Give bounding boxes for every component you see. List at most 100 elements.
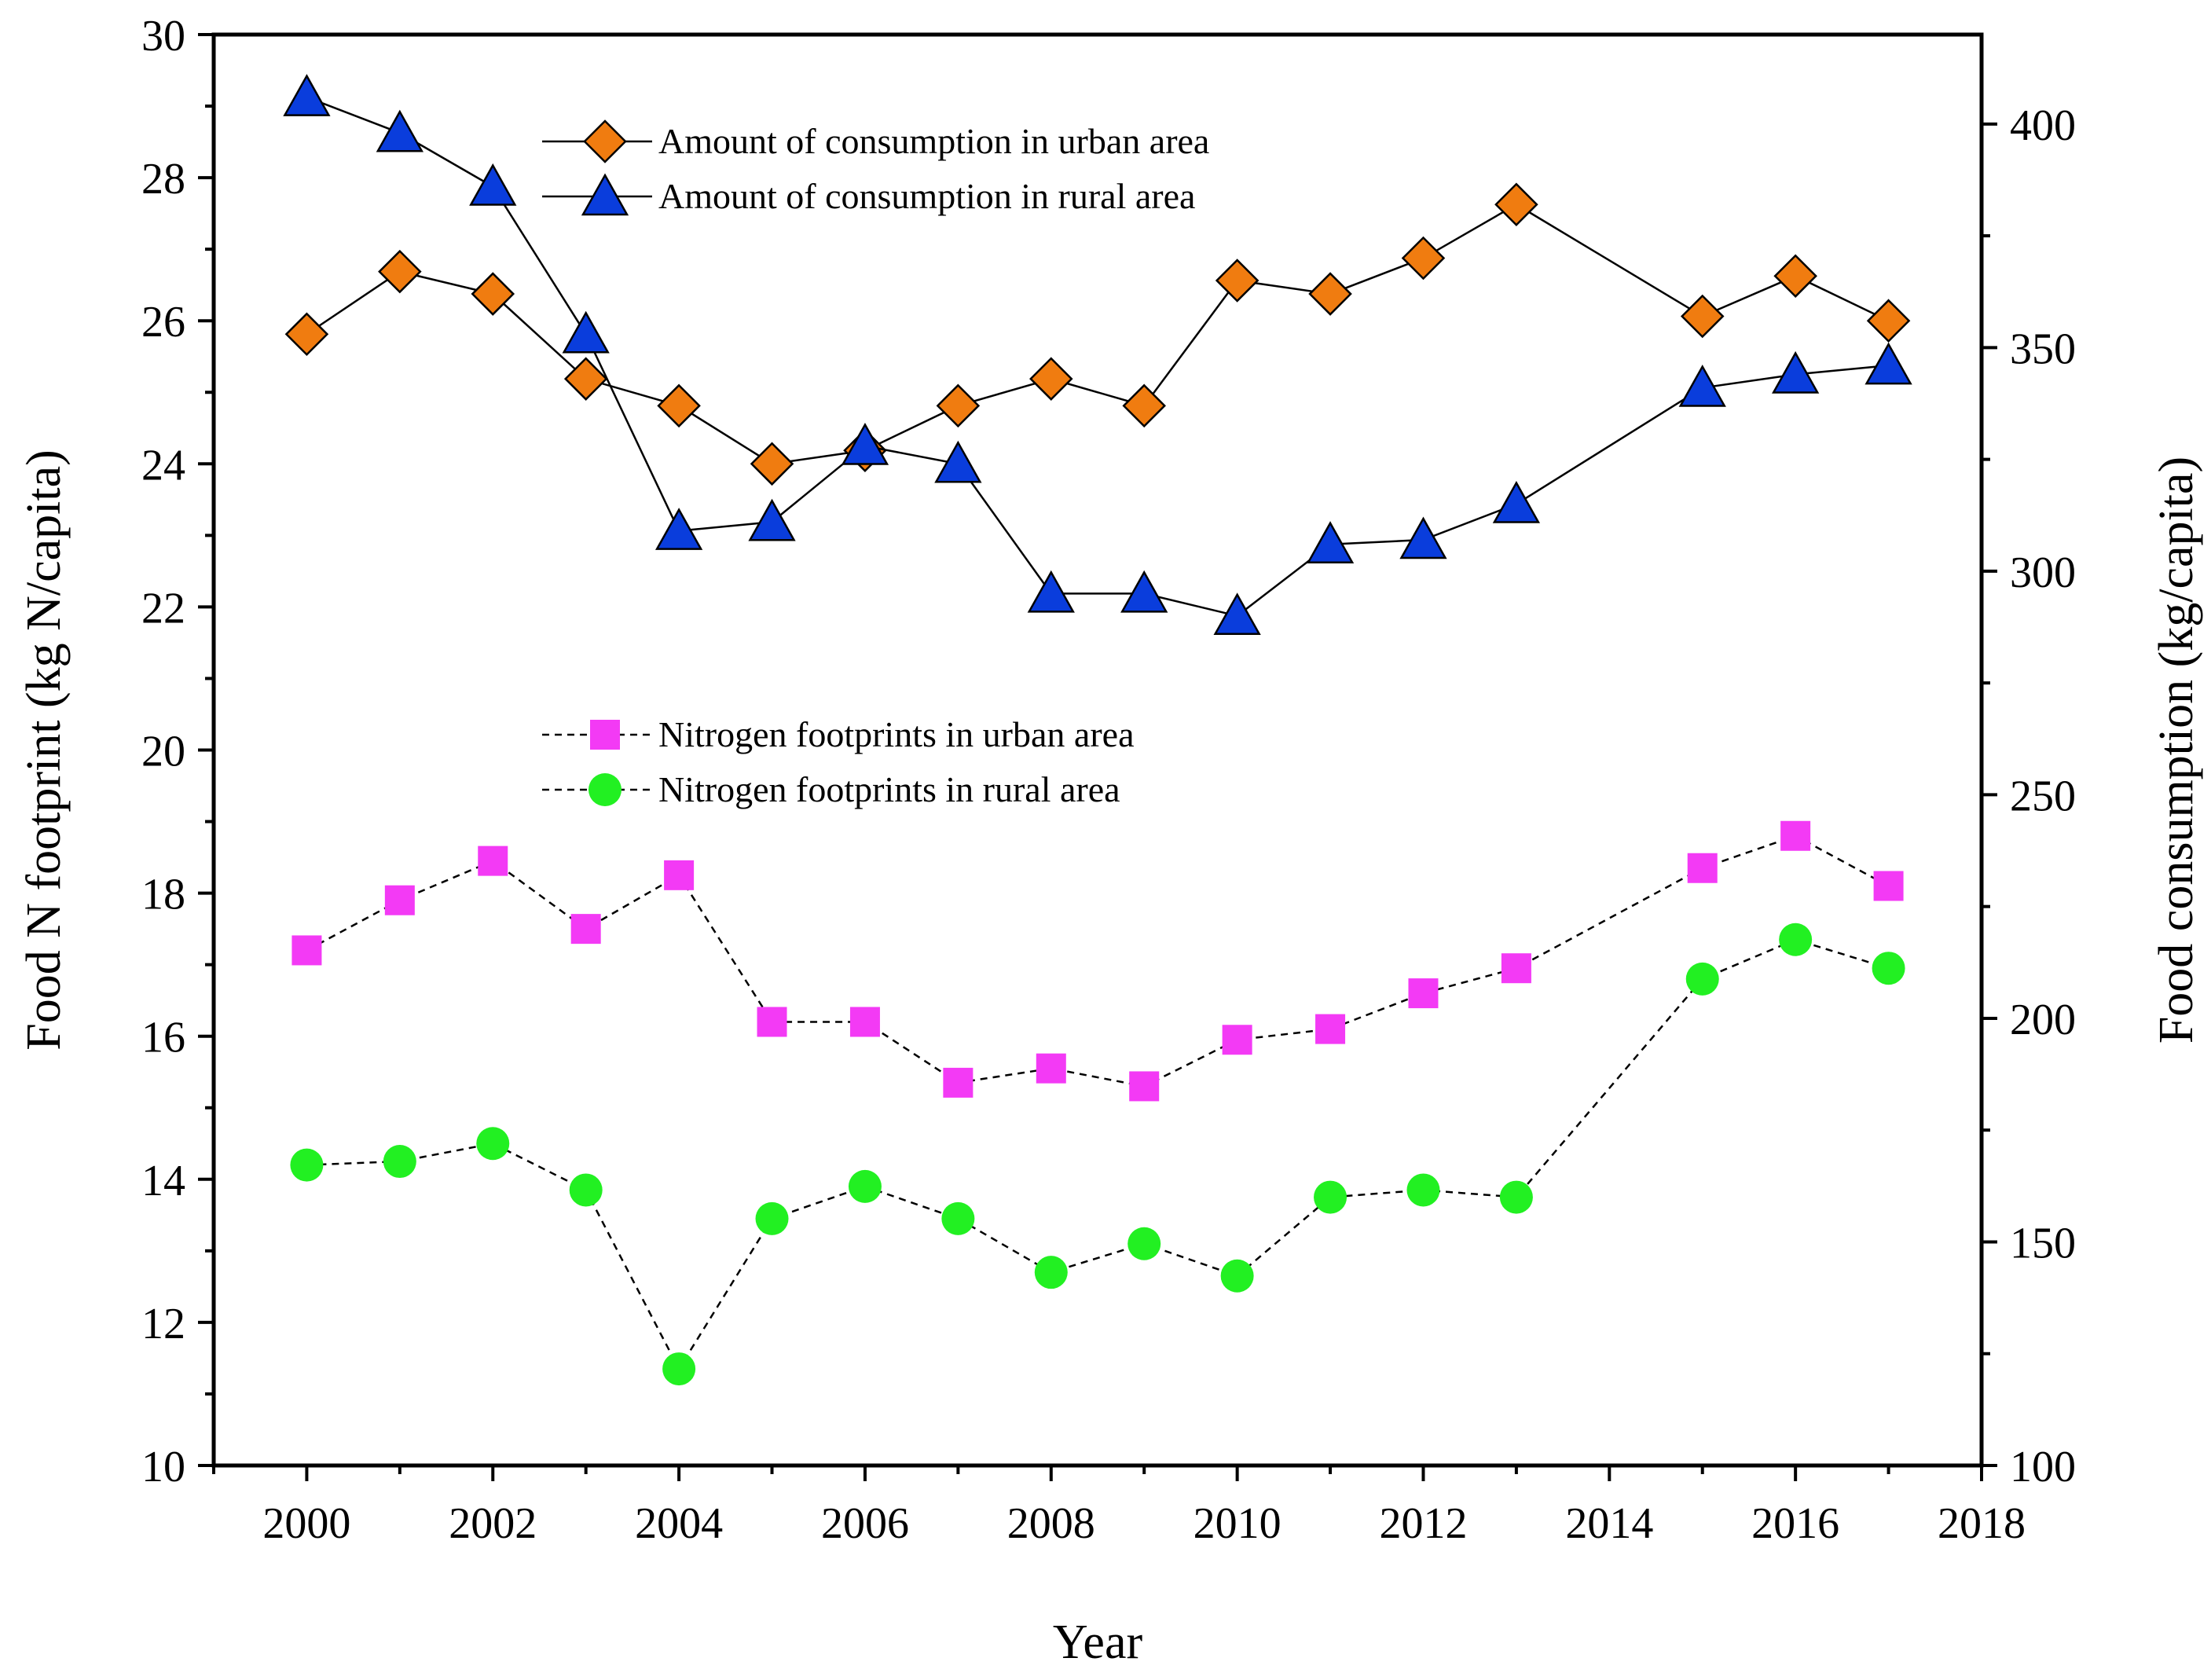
x-tick-label: 2018 [1938,1499,2026,1548]
data-point [941,1201,975,1235]
data-point [1779,923,1813,956]
legend-label: Amount of consumption in rural area [658,176,1195,216]
y-right-tick-label: 100 [2010,1443,2076,1491]
legend-label: Nitrogen footprints in urban area [658,714,1134,754]
series-line [306,96,1889,618]
data-point [849,1007,880,1037]
data-point [284,312,329,357]
series-2 [283,74,1912,636]
data-point [1408,978,1439,1009]
data-point [1406,1173,1440,1207]
data-point [1120,570,1168,613]
data-point [750,442,794,486]
data-point [755,1201,789,1235]
data-point [1772,350,1820,394]
legend: Amount of consumption in urban area Amoun… [542,119,1209,809]
x-tick-label: 2008 [1007,1499,1095,1548]
y-left-tick-label: 22 [141,584,185,633]
data-point [848,1169,882,1203]
data-point [570,914,601,945]
x-tick-label: 2016 [1751,1499,1839,1548]
data-point [1680,294,1725,339]
data-point [1220,1259,1254,1293]
series-line [306,203,1890,465]
x-tick-label: 2014 [1565,1499,1653,1548]
x-tick-label: 2006 [821,1499,909,1548]
data-point [1872,952,1905,985]
data-point [1687,853,1718,883]
legend-label: Nitrogen footprints in rural area [658,769,1120,809]
data-point [1494,182,1538,227]
data-point [1122,383,1166,428]
data-point [757,1007,787,1037]
series-3 [292,820,1904,1102]
data-point [662,1352,696,1386]
y-left-tick-label: 30 [141,12,185,61]
y-left-tick-label: 26 [141,298,185,347]
data-point [1501,953,1531,984]
data-point [657,383,701,428]
data-point [1315,1014,1346,1044]
x-tick-label: 2002 [449,1499,537,1548]
data-point [1213,592,1261,636]
data-point [1314,1180,1348,1214]
data-point [934,440,982,483]
data-point [1034,1256,1068,1289]
data-point [1492,480,1541,523]
data-point [1401,236,1446,281]
y-left-tick-label: 16 [141,1014,185,1062]
data-point [384,885,415,915]
x-tick-label: 2004 [635,1499,723,1548]
series-layer [283,74,1912,1386]
legend-label: Amount of consumption in urban area [658,121,1209,161]
data-point [290,1148,324,1182]
y-right-axis-title: Food consumption (kg/capita) [2150,457,2203,1044]
y-left-tick-label: 10 [141,1443,185,1491]
y-right-tick-label: 350 [2010,325,2076,373]
data-point [1215,259,1260,303]
legend-item-2: Amount of consumption in rural area [542,173,1195,216]
data-point [569,1173,603,1207]
legend-item-1: Amount of consumption in urban area [542,119,1209,163]
legend-marker [590,720,620,750]
series-1 [284,182,1911,486]
data-point [748,498,796,541]
y-left-tick-label: 18 [141,871,185,919]
data-point [476,1127,510,1161]
data-point [1036,1053,1066,1084]
data-point [292,935,322,966]
data-point [378,249,422,294]
data-point [1222,1025,1252,1055]
y-right-tick-label: 150 [2010,1219,2076,1267]
legend-marker [583,119,627,163]
data-point [664,860,695,890]
data-point [1873,871,1904,901]
data-point [1866,299,1911,343]
data-point [1499,1180,1533,1214]
legend-item-4: Nitrogen footprints in rural area [542,769,1120,809]
data-point [469,163,517,206]
x-tick-label: 2012 [1379,1499,1467,1548]
data-point [562,310,610,354]
data-point [1685,962,1719,996]
y-right-tick-label: 400 [2010,101,2076,150]
data-point [1129,1071,1160,1102]
data-point [841,422,889,465]
y-left-tick-label: 20 [141,728,185,776]
data-point [1399,516,1447,559]
data-point [383,1145,416,1179]
y-right-tick-label: 250 [2010,772,2076,820]
data-point [1128,1227,1161,1260]
y-left-tick-label: 28 [141,155,185,204]
data-point [376,109,424,152]
data-point [1678,365,1726,407]
x-tick-label: 2010 [1194,1499,1282,1548]
y-right-tick-label: 300 [2010,548,2076,597]
data-point [471,272,515,316]
data-point [943,1067,974,1098]
data-point [283,74,331,116]
data-point [1027,570,1075,613]
series-line [306,938,1889,1371]
legend-marker [588,773,622,806]
series-4 [290,923,1905,1386]
